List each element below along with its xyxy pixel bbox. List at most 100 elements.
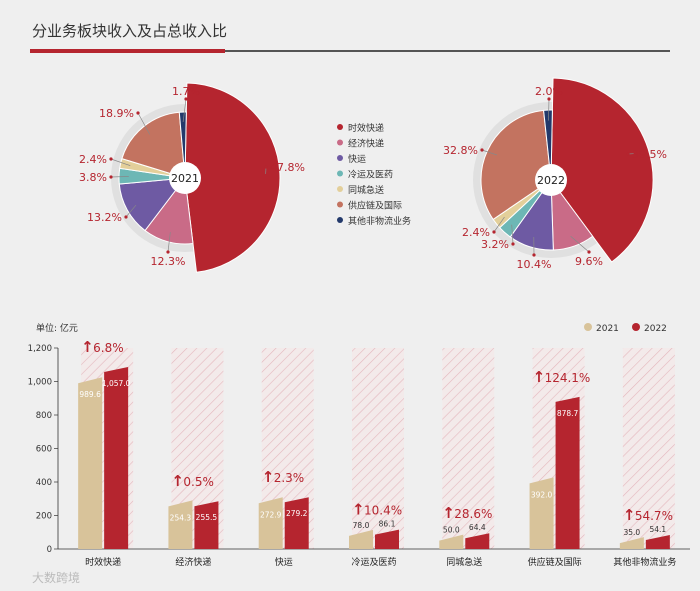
pie-leader-dot: [626, 152, 630, 156]
pie-legend-item: 其他非物流业务: [337, 215, 411, 227]
growth-percent: 6.8%: [93, 341, 124, 355]
pie-slice: [178, 111, 187, 179]
pie-legend-item: 同城急送: [337, 184, 384, 196]
pie-slice: [543, 109, 553, 181]
pie-legend-swatch: [337, 186, 343, 192]
pie-value-label: 2.0%: [535, 85, 563, 98]
bar-value-label: 878.7: [557, 409, 579, 418]
bar-2022: [645, 534, 670, 549]
pie-center-disk: [169, 162, 201, 194]
pie-legend-label: 冷运及医药: [348, 169, 393, 181]
pie-leader-dot: [166, 250, 170, 254]
bar-value-label: 392.0: [531, 490, 553, 499]
pie-2022: 39.5% 9.6% 10.4% 3.2%2.4% 32.8% 2.0% 2022: [443, 77, 667, 271]
bar-value-label: 272.9: [260, 510, 282, 519]
bar-2022: [375, 529, 399, 549]
growth-label: ↑ 0.5%: [171, 472, 214, 490]
bar-2021: [529, 477, 554, 549]
growth-percent: 10.4%: [364, 504, 402, 518]
pie-legend-swatch: [337, 139, 343, 146]
pie-leader-line: [481, 149, 498, 156]
pie-legend-item: 冷运及医药: [337, 169, 393, 181]
bar-2021: [439, 534, 464, 549]
pie-legend-label: 供应链及国际: [348, 200, 402, 212]
bar-hatch-column: [442, 348, 495, 549]
pie-value-label: 2.4%: [462, 226, 490, 239]
pie-legend-label: 同城急送: [348, 184, 384, 196]
pie-value-label: 9.6%: [575, 255, 603, 268]
growth-label: ↑ 6.8%: [81, 338, 124, 356]
pie-legend-item: 供应链及国际: [337, 200, 402, 212]
pie-leader-dot: [264, 165, 268, 169]
bar-legend-item: 2021: [584, 323, 619, 334]
bar-legend-swatch: [584, 323, 592, 331]
pie-value-label: 32.8%: [443, 144, 478, 157]
x-category-label: 冷运及医药: [351, 556, 396, 568]
pie-value-label: 12.3%: [151, 255, 186, 268]
pie-year-label: 2021: [171, 172, 199, 185]
bar-value-label: 35.0: [624, 528, 641, 537]
bar-value-label: 64.4: [469, 523, 486, 532]
bar-group: 35.0 54.1↑ 54.7%: [619, 506, 673, 549]
bar-value-label: 255.5: [196, 513, 218, 522]
pie-slice: [550, 77, 654, 263]
growth-arrow-icon: ↑: [442, 504, 455, 522]
growth-label: ↑ 2.3%: [262, 468, 305, 486]
pie-leader-dot: [136, 111, 140, 115]
growth-arrow-icon: ↑: [623, 506, 636, 524]
pie-value-label: 10.4%: [517, 258, 552, 271]
pie-leader-line: [125, 204, 137, 218]
pie-leader-line: [182, 98, 187, 122]
bar-group: 78.0 86.1↑ 10.4%: [349, 501, 402, 549]
bar-2021: [619, 537, 644, 549]
bar-value-label: 1,057.0: [102, 379, 131, 388]
pie-leader-line: [110, 176, 129, 178]
pie-leader-line: [137, 112, 151, 135]
pie-leader-dot: [492, 230, 496, 234]
bar-group: 272.9 279.2 ↑ 2.3%: [258, 468, 309, 549]
y-tick-label: 200: [36, 512, 52, 522]
pie-leader-line: [548, 98, 550, 121]
pie-leader-line: [511, 224, 514, 245]
y-tick-label: 1,200: [28, 344, 52, 354]
x-category-label: 同城急送: [446, 556, 482, 568]
pie-year-label: 2022: [537, 174, 565, 187]
growth-arrow-icon: ↑: [171, 472, 184, 490]
x-category-label: 供应链及国际: [528, 556, 582, 568]
bar-2021: [168, 500, 193, 549]
pie-legend-label: 经济快递: [348, 138, 384, 150]
bar-legend-swatch: [632, 323, 640, 331]
page-title: 分业务板块收入及占总收入比: [32, 22, 228, 40]
bar-2021: [258, 497, 283, 549]
bar-unit-label: 单位: 亿元: [36, 322, 78, 334]
pie-leader-dot: [511, 242, 515, 246]
bar-2022: [194, 501, 219, 549]
pie-value-label: 47.8%: [270, 161, 305, 174]
bar-value-label: 78.0: [353, 521, 370, 530]
title-underline: [30, 50, 670, 52]
pie-slice: [480, 109, 552, 221]
pie-value-label: 1.7%: [172, 85, 200, 98]
pie-legend-label: 其他非物流业务: [348, 215, 411, 227]
pie-leader-line: [493, 216, 505, 233]
pie-legend-swatch: [337, 217, 343, 223]
x-category-label: 快运: [275, 556, 293, 568]
pie-leader-dot: [480, 148, 484, 152]
pie-value-label: 3.8%: [79, 171, 107, 184]
pie-legend-swatch: [337, 155, 343, 161]
growth-percent: 2.3%: [274, 471, 305, 485]
bar-value-label: 279.2: [286, 509, 308, 518]
bar-value-label: 54.1: [650, 525, 667, 534]
pie-value-label: 39.5%: [632, 148, 667, 161]
title-underline-accent: [30, 49, 225, 53]
growth-arrow-icon: ↑: [533, 368, 546, 386]
growth-arrow-icon: ↑: [81, 338, 94, 356]
pie-leader-line: [570, 235, 590, 253]
y-tick-label: 800: [36, 411, 52, 421]
y-tick-label: 400: [36, 478, 52, 488]
pie-legend-swatch: [337, 170, 343, 177]
y-tick-label: 0: [47, 545, 52, 555]
growth-arrow-icon: ↑: [352, 501, 365, 519]
pie-value-label: 3.2%: [481, 238, 509, 251]
